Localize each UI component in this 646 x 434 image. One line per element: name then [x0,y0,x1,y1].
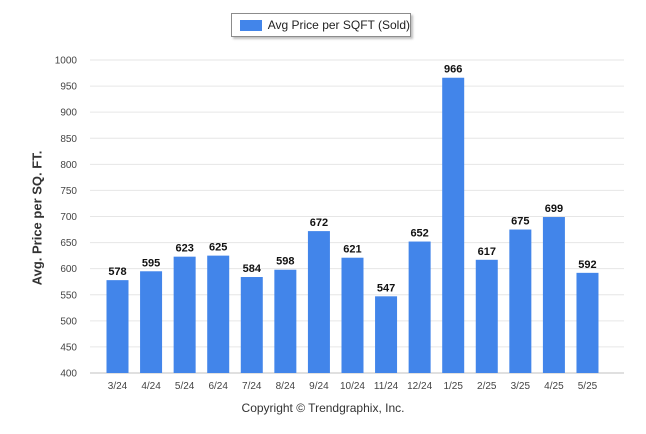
y-tick-label: 700 [60,212,77,223]
data-label-5/25: 592 [578,259,596,271]
data-label-6/24: 625 [209,242,227,254]
bar-9/24[interactable] [307,231,330,373]
y-tick-label: 800 [60,160,77,171]
bar-2/25[interactable] [475,259,498,373]
x-tick-label: 4/25 [544,381,564,392]
data-label-12/24: 652 [410,228,428,240]
data-label-4/25: 699 [545,203,563,215]
bar-12/24[interactable] [408,241,431,373]
y-tick-label: 550 [60,290,77,301]
data-label-5/24: 623 [175,243,193,255]
x-axis-ticks: 3/24 4/24 5/24 6/24 7/24 8/24 9/24 10/24 11/24 12… [108,381,598,392]
y-tick-label: 650 [60,238,77,249]
x-tick-label: 7/24 [242,381,262,392]
y-axis-ticks: 400 450 500 550 600 650 700 750 800 850 900 950 1000 [55,56,78,380]
data-label-10/24: 621 [343,244,361,256]
y-tick-label: 500 [60,316,77,327]
bar-3/25[interactable] [509,229,532,373]
y-tick-label: 850 [60,134,77,145]
bar-3/24[interactable] [106,280,129,373]
data-label-7/24: 584 [243,263,262,275]
data-label-3/25: 675 [511,216,529,228]
x-tick-label: 6/24 [208,381,228,392]
data-label-11/24: 547 [377,282,395,294]
x-tick-label: 11/24 [374,381,399,392]
x-tick-label: 4/24 [141,381,161,392]
x-tick-label: 3/24 [108,381,128,392]
bar-4/24[interactable] [140,271,163,373]
data-label-2/25: 617 [478,246,496,258]
x-tick-label: 1/25 [443,381,463,392]
y-tick-label: 400 [60,369,77,380]
legend[interactable]: Avg Price per SQFT (Sold) [231,13,411,37]
bar-8/24[interactable] [274,269,297,373]
bar-10/24[interactable] [341,257,364,373]
y-tick-label: 600 [60,264,77,275]
bar-11/24[interactable] [375,296,398,373]
data-label-9/24: 672 [310,217,328,229]
x-tick-label: 5/24 [175,381,195,392]
legend-swatch [240,19,262,31]
data-label-8/24: 598 [276,256,294,268]
x-tick-label: 3/25 [511,381,531,392]
legend-label: Avg Price per SQFT (Sold) [267,18,410,32]
data-label-3/24: 578 [108,266,126,278]
data-label-4/24: 595 [142,257,160,269]
x-tick-label: 5/25 [578,381,598,392]
bar-1/25[interactable] [442,77,465,373]
x-tick-label: 8/24 [276,381,296,392]
y-tick-label: 450 [60,342,77,353]
y-tick-label: 750 [60,186,77,197]
x-tick-label: 9/24 [309,381,329,392]
data-label-1/25: 966 [444,64,462,76]
y-tick-label: 1000 [55,56,78,67]
x-tick-label: 2/25 [477,381,497,392]
bar-5/25[interactable] [576,272,599,373]
x-tick-label: 12/24 [407,381,432,392]
y-axis-title: Avg. Price per SQ. FT. [29,150,45,286]
bar-7/24[interactable] [240,277,263,373]
bar-6/24[interactable] [207,255,230,373]
bar-5/24[interactable] [173,256,196,373]
copyright-credit: Copyright © Trendgraphix, Inc. [241,401,405,415]
y-tick-label: 950 [60,82,77,93]
data-labels: 578 595 623 625 584 598 672 621 547 652 966 617 675 6… [108,64,596,295]
y-tick-label: 900 [60,108,77,119]
x-tick-label: 10/24 [340,381,365,392]
bar-4/25[interactable] [542,217,565,373]
bars [106,77,599,373]
